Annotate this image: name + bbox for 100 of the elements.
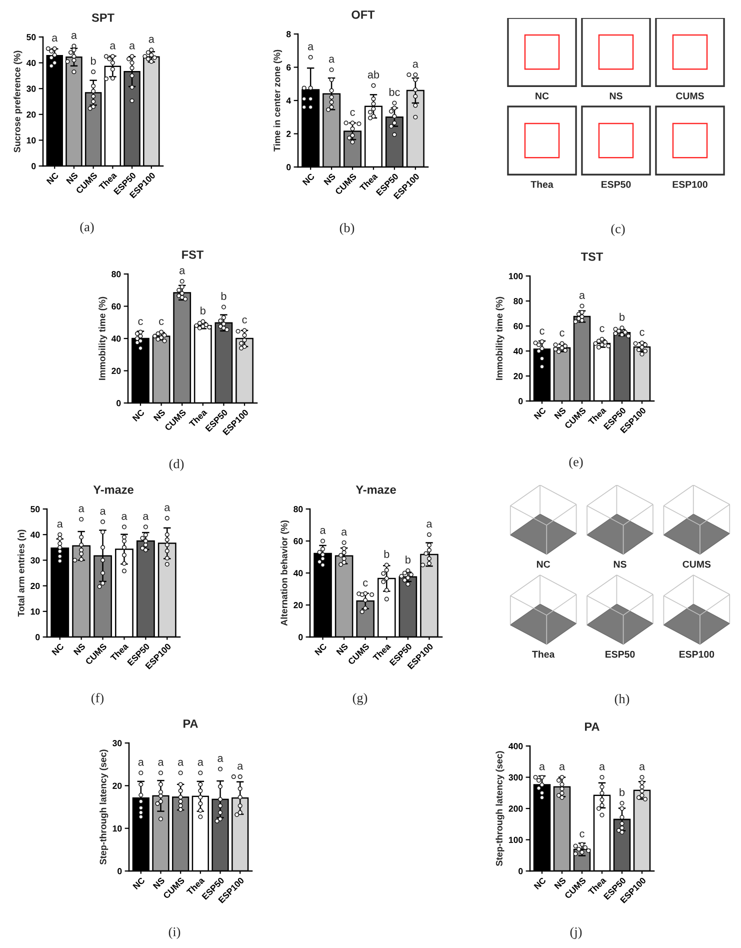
y-axis-title: Step-through latency (sec)	[496, 751, 504, 866]
y-tick-label: 4	[286, 98, 292, 104]
y-axis-title: Sucrose preference (%)	[14, 50, 22, 152]
annotation: b	[221, 292, 226, 300]
text: (c)	[611, 224, 625, 236]
y-axis-title: Time in center zone (%)	[273, 50, 282, 152]
y-tick-label: 0	[286, 164, 291, 170]
annotation: a	[148, 36, 154, 43]
chart-title: OFT	[352, 10, 375, 19]
annotation: a	[599, 764, 606, 770]
annotation: a	[122, 514, 128, 520]
annotation: c	[138, 319, 143, 326]
annotation: a	[78, 506, 84, 512]
text: (b)	[340, 223, 354, 235]
text: (h)	[614, 694, 630, 706]
text: (g)	[352, 693, 368, 705]
annotation: a	[158, 760, 164, 766]
annotation: a	[539, 764, 546, 770]
x-tick-label: NS	[554, 876, 566, 890]
annotation: a	[110, 43, 116, 50]
annotation: a	[559, 764, 566, 770]
annotation: a	[198, 760, 204, 766]
x-tick-label: NC	[132, 876, 146, 890]
chart-title: PA	[585, 722, 600, 731]
annotation: a	[238, 764, 244, 770]
text: (i)	[168, 927, 180, 939]
y-tick-label: 30	[112, 740, 122, 746]
annotation: a	[579, 293, 586, 299]
annotation: ab	[368, 70, 380, 78]
annotation: a	[320, 528, 326, 534]
x-tick-label: NC	[534, 406, 546, 420]
chart-title: TST	[580, 252, 604, 261]
y-tick-label: 6	[286, 64, 291, 71]
y-tick-label: 80	[294, 506, 303, 512]
annotation: b	[620, 788, 625, 796]
y-tick-label: 100	[509, 836, 523, 844]
y-tick-label: 0	[118, 868, 122, 874]
y-tick-label: 30	[30, 557, 40, 564]
annotation: b	[620, 312, 625, 321]
y-tick-label: 200	[508, 806, 523, 812]
y-tick-label: 80	[514, 298, 523, 304]
annotation: c	[580, 831, 584, 838]
y-tick-label: 0	[32, 163, 36, 170]
chart-title: Y-maze	[356, 486, 396, 494]
annotation: a	[639, 764, 646, 770]
x-tick-label: NS	[336, 642, 348, 656]
y-tick-label: 300	[508, 774, 523, 781]
y-axis-title: Alternation behavior (%)	[280, 520, 290, 626]
text: (d)	[169, 459, 184, 471]
annotation: b	[200, 306, 206, 315]
y-tick-label: 400	[508, 743, 523, 750]
x-tick-label: NS	[153, 408, 166, 422]
annotation: c	[560, 330, 564, 336]
annotation: a	[100, 508, 106, 515]
x-tick-label: NC	[314, 642, 328, 656]
y-axis-title: Immobility time (%)	[98, 296, 108, 380]
text: (j)	[570, 927, 582, 939]
category-label: NC	[536, 560, 550, 568]
annotation: c	[350, 110, 355, 116]
y-tick-label: 60	[294, 538, 303, 544]
y-tick-label: 50	[26, 34, 36, 40]
y-tick-label: 50	[30, 506, 40, 512]
annotation: bc	[389, 88, 400, 96]
annotation: c	[640, 330, 644, 336]
y-tick-label: 10	[26, 137, 36, 144]
text: (f)	[91, 692, 104, 706]
annotation: a	[143, 514, 149, 520]
y-tick-label: 20	[514, 373, 523, 380]
category-label: CUMS	[676, 92, 704, 100]
annotation: a	[412, 62, 418, 68]
y-tick-label: 20	[294, 602, 303, 608]
category-label: NS	[610, 92, 622, 100]
annotation: a	[164, 505, 170, 512]
y-tick-label: 20	[112, 368, 121, 374]
category-label: CUMS	[682, 560, 711, 568]
annotation: a	[57, 522, 63, 528]
x-tick-label: NS	[324, 172, 336, 186]
y-tick-label: 0	[518, 868, 523, 874]
x-tick-label: NS	[152, 876, 166, 890]
y-tick-label: 0	[518, 398, 523, 404]
y-tick-label: 40	[30, 532, 40, 538]
y-tick-label: 40	[111, 336, 121, 342]
annotation: a	[342, 530, 348, 536]
y-tick-label: 60	[514, 323, 523, 330]
y-tick-label: 10	[112, 825, 122, 832]
annotation: c	[540, 328, 544, 335]
x-tick-label: NC	[46, 172, 59, 185]
annotation: b	[91, 56, 96, 65]
y-tick-label: 20	[30, 582, 40, 590]
x-tick-label: NS	[554, 406, 566, 420]
x-tick-label: NS	[73, 642, 86, 656]
annotation: a	[218, 756, 224, 762]
y-tick-label: 20	[112, 782, 122, 789]
annotation: a	[180, 268, 186, 274]
y-tick-label: 40	[26, 60, 36, 66]
y-tick-label: 0	[116, 400, 121, 406]
annotation: a	[328, 56, 335, 63]
y-tick-label: 0	[36, 634, 40, 640]
category-label: NS	[614, 560, 626, 568]
annotation: a	[52, 36, 58, 42]
